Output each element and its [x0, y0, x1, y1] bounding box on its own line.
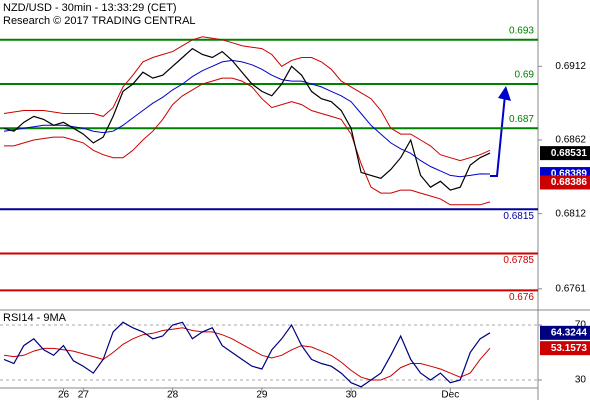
level-label: 0.676 — [509, 292, 534, 303]
x-tick-label: 27 — [78, 390, 90, 400]
x-tick-label: Dec — [441, 390, 459, 400]
price-box — [540, 341, 590, 356]
y-tick-label: 30 — [575, 375, 587, 386]
series-line — [3, 327, 491, 381]
level-label: 0.6815 — [503, 211, 534, 222]
y-tick-label: 70 — [575, 320, 587, 331]
price-box-label: 53.1573 — [551, 343, 588, 354]
price-box — [540, 175, 590, 190]
y-tick-label: 0.6912 — [555, 61, 586, 72]
chart-subtitle: Research © 2017 TRADING CENTRAL — [3, 15, 196, 27]
price-box — [540, 325, 590, 340]
x-tick-label: 30 — [346, 390, 358, 400]
y-tick-label: 0.6812 — [555, 208, 586, 219]
level-label: 0.6785 — [503, 255, 534, 266]
arrow-head — [498, 86, 511, 101]
y-tick-label: 0.6761 — [555, 283, 586, 294]
x-tick-label: 26 — [58, 390, 70, 400]
series-line — [3, 321, 491, 388]
series-line — [4, 77, 491, 206]
price-box-label: 0.68389 — [551, 169, 588, 180]
y-tick-label: 0.6862 — [555, 135, 586, 146]
level-label: 0.687 — [509, 114, 534, 125]
x-tick-label: 28 — [167, 390, 179, 400]
series-line — [3, 59, 491, 178]
price-box-label: 64.3244 — [551, 327, 588, 338]
series-line — [3, 36, 491, 162]
level-label: 0.69 — [515, 70, 535, 81]
panel-title: RSI14 - 9MA — [3, 312, 67, 324]
projection-arrow — [490, 94, 506, 177]
price-box-label: 0.68386 — [551, 177, 588, 188]
series-line — [3, 47, 491, 191]
x-tick-label: 29 — [256, 390, 268, 400]
chart-title: NZD/USD - 30min - 13:33:29 (CET) — [3, 2, 177, 14]
price-box — [540, 146, 590, 161]
price-box-label: 0.68531 — [551, 148, 588, 159]
level-label: 0.693 — [509, 25, 534, 36]
